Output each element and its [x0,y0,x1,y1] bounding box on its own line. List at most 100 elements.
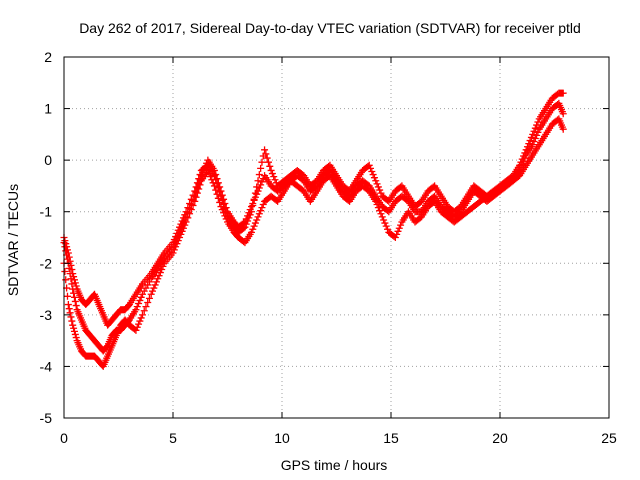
data-point [261,146,269,154]
data-point [68,317,76,325]
data-point [177,225,185,233]
data-point [517,163,525,171]
data-point [67,275,75,283]
data-point [377,189,385,197]
data-point [186,205,194,213]
data-point [182,213,190,221]
data-point [138,311,146,319]
data-point [218,191,226,199]
data-point [71,279,79,287]
data-point [212,186,220,194]
data-point [373,180,381,188]
data-point [257,181,265,189]
data-point [154,275,162,283]
data-point [192,188,200,196]
data-point [217,187,225,195]
series-track-3 [60,99,567,355]
data-point [204,166,212,174]
data-point [187,200,195,208]
data-point [247,203,255,211]
data-point [527,133,535,141]
y-tick-label: -2 [40,255,53,271]
data-point [271,176,279,184]
data-point [394,227,402,235]
data-point [218,206,226,214]
data-point [244,212,252,220]
data-point [61,268,69,276]
data-point [255,171,263,179]
data-point [531,134,539,142]
data-point [253,190,261,198]
data-point [212,171,220,179]
data-point [173,235,181,243]
y-tick-label: 1 [44,101,52,117]
data-point [172,238,180,246]
x-tick-label: 10 [274,430,290,446]
data-point [534,118,542,126]
x-axis-label: GPS time / hours [281,457,388,473]
data-point [530,138,538,146]
data-point [255,210,263,218]
data-point [72,282,80,290]
y-tick-labels: -5 -4 -3 -2 -1 0 1 2 [40,49,53,426]
data-point [62,247,70,255]
x-tick-label: 25 [601,430,617,446]
grid-lines [64,57,609,418]
data-point [220,195,228,203]
data-point [217,203,225,211]
data-point [64,301,72,309]
data-point [370,174,378,182]
data-point [197,172,205,180]
data-point [201,162,209,170]
data-point [251,219,259,227]
series-track-2 [60,115,567,370]
data-point [133,323,141,331]
data-point [189,196,197,204]
data-point [518,160,526,168]
data-point [221,199,229,207]
data-point [71,297,79,305]
data-point [258,178,266,186]
data-point [72,302,80,310]
axis-ticks [63,56,610,419]
data-point [142,303,150,311]
data-point [140,307,148,315]
data-point [241,218,249,226]
data-point [65,264,73,272]
data-point [530,127,538,135]
data-point [132,306,140,314]
data-point [249,225,257,233]
data-point [151,281,159,289]
data-point [270,173,278,181]
data-point [395,224,403,232]
data-point [391,234,399,241]
data-point [365,161,373,169]
data-point [258,158,266,166]
data-point [69,321,77,329]
data-point [374,183,382,191]
y-tick-label: -1 [40,204,53,220]
data-point [257,207,265,215]
data-point [135,320,143,328]
data-point [259,200,267,208]
data-point [213,190,221,198]
data-point [63,255,71,263]
data-point [246,206,254,214]
data-point [63,292,71,300]
data-point [264,158,272,166]
data-point [62,276,70,284]
data-point [250,196,258,204]
data-point [72,334,80,342]
data-point [144,298,152,306]
data-point [258,204,266,212]
data-point [208,176,216,184]
data-point [384,225,392,233]
data-point [255,184,263,192]
data-point [220,209,228,217]
data-point [214,194,222,202]
data-point [149,287,157,295]
data-point [267,166,275,174]
data-point [61,243,69,251]
data-point [210,166,218,174]
data-point [70,327,78,335]
